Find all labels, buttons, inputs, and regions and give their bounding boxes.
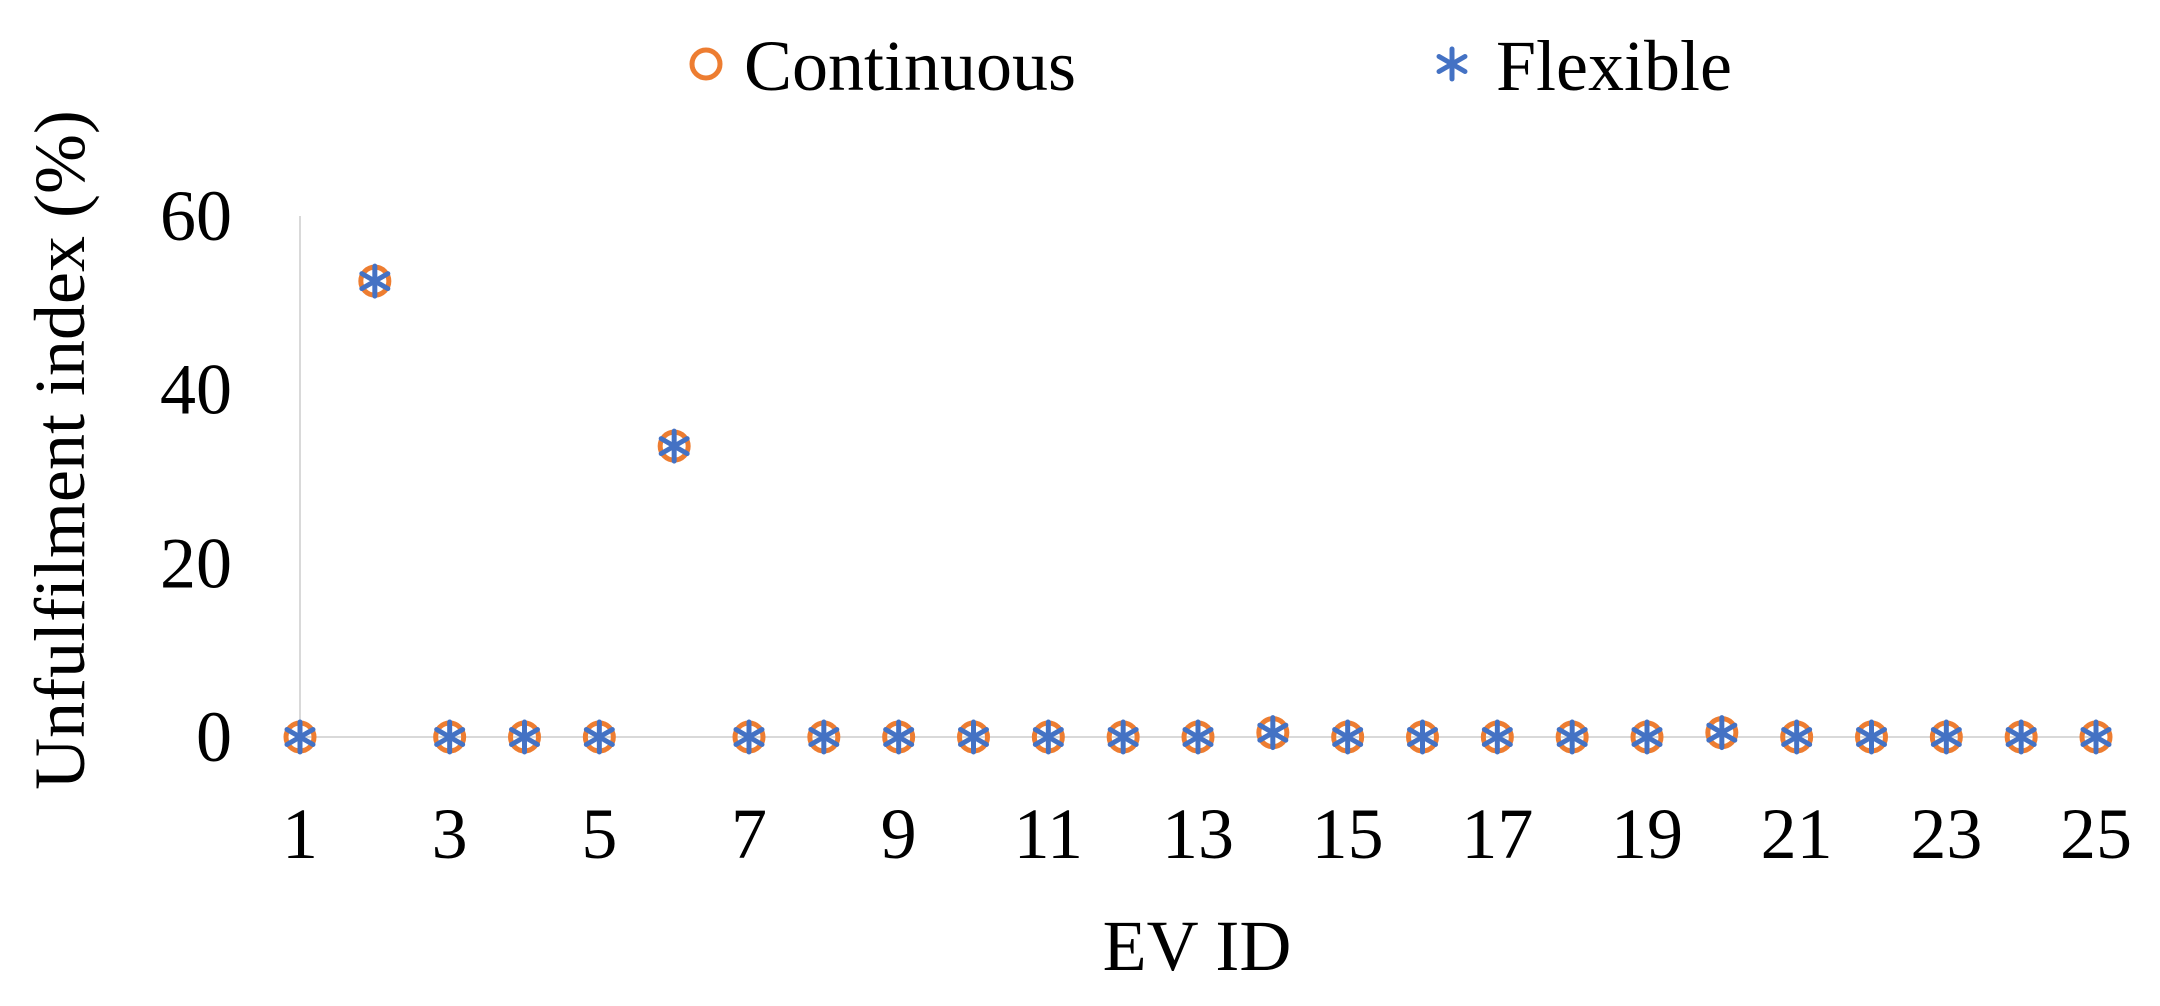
legend-label-continuous: Continuous [744, 26, 1076, 106]
x-tick-label: 1 [282, 794, 318, 874]
x-tick-labels: 1 3 5 7 9 11 13 15 17 19 21 23 25 [282, 794, 2132, 874]
point-flexible [2080, 719, 2112, 755]
legend-marker-continuous [689, 47, 723, 81]
point-flexible [1930, 719, 1962, 755]
y-tick-label: 20 [160, 523, 232, 603]
point-flexible [434, 719, 466, 755]
point-flexible [1032, 719, 1064, 755]
point-flexible [509, 719, 540, 755]
x-tick-label: 17 [1461, 794, 1533, 874]
legend-item-flexible: Flexible [1436, 26, 1732, 106]
point-flexible [1107, 719, 1139, 755]
x-tick-label: 3 [432, 794, 468, 874]
x-tick-label: 15 [1312, 794, 1384, 874]
x-tick-label: 13 [1162, 794, 1234, 874]
point-flexible [1706, 715, 1738, 751]
y-tick-label: 60 [160, 176, 232, 256]
y-tick-labels: 0 20 40 60 [160, 176, 232, 777]
x-axis-title: EV ID [1103, 906, 1292, 986]
point-flexible [1407, 719, 1438, 755]
point-flexible [359, 263, 391, 299]
y-tick-label: 0 [196, 697, 232, 777]
x-tick-label: 19 [1611, 794, 1683, 874]
x-tick-label: 23 [1910, 794, 1982, 874]
x-tick-label: 21 [1761, 794, 1833, 874]
x-tick-label: 9 [881, 794, 917, 874]
x-tick-label: 11 [1014, 794, 1083, 874]
y-axis: 0 20 40 60 [160, 176, 301, 777]
point-flexible [1856, 719, 1887, 755]
plot-area [283, 263, 2113, 755]
x-tick-label: 5 [581, 794, 617, 874]
y-axis-title: Unfulfilment index (%) [20, 110, 100, 790]
point-flexible [284, 719, 316, 755]
point-flexible [583, 719, 615, 755]
point-flexible [1332, 719, 1364, 755]
point-flexible [658, 428, 690, 464]
point-flexible [958, 719, 989, 755]
point-flexible [808, 719, 840, 755]
point-flexible [2005, 719, 2037, 755]
x-tick-label: 25 [2060, 794, 2132, 874]
point-flexible [1556, 719, 1588, 755]
x-tick-label: 7 [731, 794, 767, 874]
legend: Continuous Flexible [689, 26, 1732, 106]
point-flexible [1781, 719, 1813, 755]
point-flexible [1481, 719, 1513, 755]
legend-label-flexible: Flexible [1496, 26, 1732, 106]
y-tick-label: 40 [160, 350, 232, 430]
legend-item-continuous: Continuous [689, 26, 1076, 106]
legend-marker-flexible [1436, 46, 1468, 82]
x-axis: 1 3 5 7 9 11 13 15 17 19 21 23 25 [282, 736, 2132, 874]
point-flexible [733, 719, 765, 755]
point-flexible [883, 719, 915, 755]
point-flexible [1631, 719, 1663, 755]
legend-asterisk-icon [1436, 46, 1468, 82]
point-flexible [1182, 719, 1214, 755]
point-flexible [1257, 715, 1289, 751]
